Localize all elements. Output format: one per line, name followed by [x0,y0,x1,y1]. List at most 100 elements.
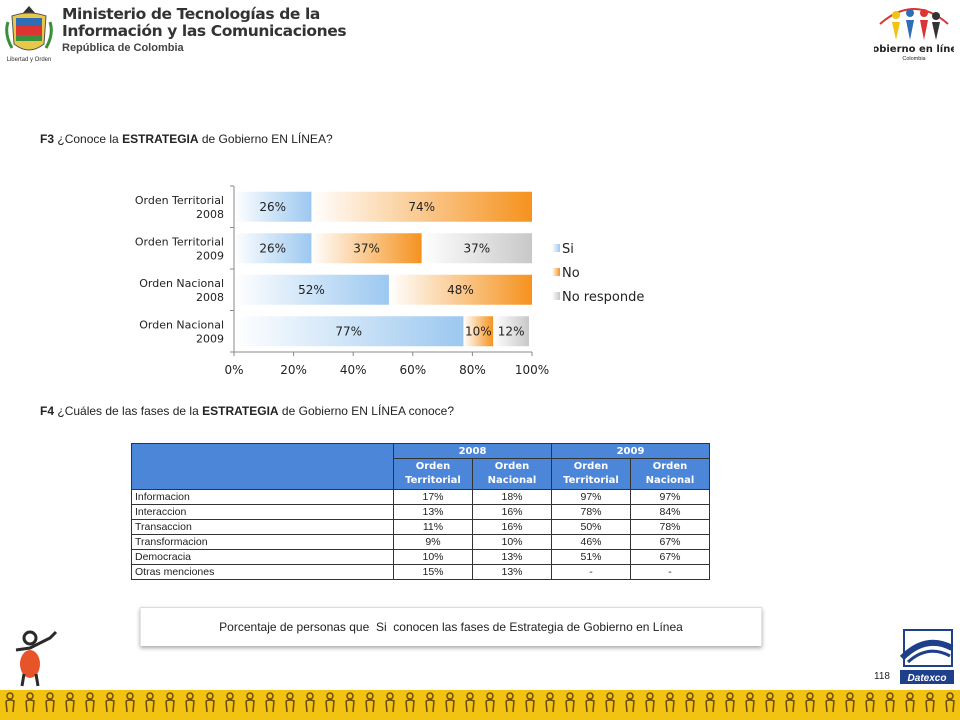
cell-value: 13% [472,549,552,565]
bar-si [234,316,464,347]
table-subheader: Orden Nacional [630,458,710,490]
decorative-figure-icon [105,692,115,713]
x-tick-label: 60% [399,363,426,377]
cell-value: 13% [472,564,552,580]
category-label: 2008 [196,291,224,304]
gobierno-en-linea-logo-icon: Gobierno en línea Colombia [874,8,954,62]
data-label: 26% [259,200,286,214]
bar-si [234,274,389,305]
decorative-figure-icon [485,692,495,713]
data-label: 26% [259,241,286,255]
cell-value: 51% [551,549,631,565]
table-row: Interaccion 13% 16% 78% 84% [131,504,710,520]
legend-label: No [562,266,580,281]
decorative-figure-icon [325,692,335,713]
cell-value: 10% [393,549,473,565]
table-year-2009: 2009 [551,443,710,459]
legend-swatch [552,292,560,300]
cell-value: 17% [393,489,473,505]
decorative-figure-icon [805,692,815,713]
ministry-title: Ministerio de Tecnologías de la Informac… [62,6,347,55]
x-tick-label: 40% [340,363,367,377]
row-label: Transformacion [131,534,394,550]
decorative-figures-strip [0,690,960,720]
decorative-figure-icon [85,692,95,713]
data-label: 37% [353,241,380,255]
data-label: 12% [498,324,525,338]
question-f3: F3 ¿Conoce la ESTRATEGIA de Gobierno EN … [40,132,333,146]
cell-value: 18% [472,489,552,505]
category-label: Orden Nacional [139,277,224,290]
question-f3-post: de Gobierno EN LÍNEA? [201,132,333,146]
decorative-figure-icon [145,692,155,713]
data-label: 37% [464,241,491,255]
decorative-figure-icon [65,692,75,713]
row-label: Democracia [131,549,394,565]
decorative-figure-icon [645,692,655,713]
decorative-figure-icon [405,692,415,713]
legend-swatch [552,268,560,276]
row-label: Interaccion [131,504,394,520]
svg-text:Colombia: Colombia [902,56,926,62]
decorative-figure-icon [685,692,695,713]
x-tick-label: 100% [515,363,549,377]
table-year-2008: 2008 [393,443,552,459]
cell-value: 15% [393,564,473,580]
data-label: 52% [298,283,325,297]
decorative-figure-icon [785,692,795,713]
data-label: 10% [465,324,492,338]
table-subheader: Orden Territorial [393,458,473,490]
table-row: Democracia 10% 13% 51% 67% [131,549,710,565]
row-label: Informacion [131,489,394,505]
decorative-figure-icon [745,692,755,713]
datexco-logo-text: Datexco [908,673,947,684]
category-label: 2008 [196,208,224,221]
bar-si [234,191,312,222]
svg-text:Libertad y Orden: Libertad y Orden [7,57,52,63]
table-corner-cell [131,443,394,490]
category-label: 2009 [196,332,224,345]
table-subheader: Orden Territorial [551,458,631,490]
decorative-figure-icon [505,692,515,713]
decorative-figure-icon [705,692,715,713]
page-number: 118 [874,671,890,682]
legend-label: No responde [562,290,644,305]
cell-value: 97% [551,489,631,505]
decorative-figure-icon [305,692,315,713]
row-label: Otras menciones [131,564,394,580]
data-label: 77% [335,324,362,338]
decorative-figure-icon [165,692,175,713]
bar-no-responde [493,316,530,347]
decorative-figure-icon [365,692,375,713]
cell-value: 84% [630,504,710,520]
cell-value: 13% [393,504,473,520]
table-row: Informacion 17% 18% 97% 97% [131,489,710,505]
bar-no [463,316,494,347]
bar-no-responde [421,233,532,264]
cell-value: 50% [551,519,631,535]
decorative-figure-icon [205,692,215,713]
cell-value: - [630,564,710,580]
legend-label: Si [562,242,574,257]
phases-table: 2008 2009 Orden Territorial Orden Nacional… [131,443,710,580]
decorative-figure-icon [445,692,455,713]
x-tick-label: 0% [224,363,243,377]
decorative-figure-icon [565,692,575,713]
decorative-figure-icon [625,692,635,713]
datexco-logo-icon: Datexco [899,629,954,684]
decorative-figure-icon [265,692,275,713]
category-label: Orden Territorial [135,194,224,207]
decorative-figure-icon [385,692,395,713]
decorative-figure-icon [725,692,735,713]
question-f4: F4 ¿Cuáles de las fases de la ESTRATEGIA… [40,404,454,418]
ministry-line-2: Información y las Comunicaciones [62,22,347,40]
svg-text:Gobierno en línea: Gobierno en línea [874,43,954,55]
bar-no [388,274,532,305]
cell-value: 46% [551,534,631,550]
cell-value: 67% [630,534,710,550]
table-row: Otras menciones 15% 13% - - [131,564,710,580]
decorative-figure-icon [185,692,195,713]
cell-value: 16% [472,519,552,535]
question-f3-code: F3 [40,132,55,146]
